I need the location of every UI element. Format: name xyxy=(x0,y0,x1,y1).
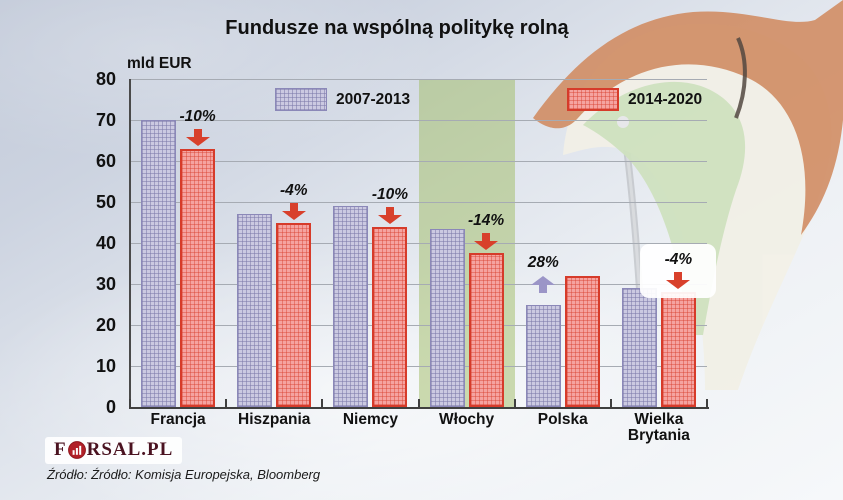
arrow-down-icon-wielka-brytania xyxy=(666,272,691,290)
x-axis-line xyxy=(129,407,709,409)
bar-2007-2013-w-ochy xyxy=(429,228,465,407)
x-axis-tick-3 xyxy=(417,399,420,407)
forsal-logo-o-icon xyxy=(67,441,86,459)
forsal-logo: F RSAL.PL xyxy=(45,437,183,464)
category-label-hiszpania: Hiszpania xyxy=(238,411,311,428)
arrow-down-icon-niemcy xyxy=(377,206,402,224)
legend-item-2007-2013: 2007-2013 xyxy=(275,88,410,111)
change-label-polska: 28% xyxy=(527,253,559,271)
gridline-40 xyxy=(130,243,707,244)
legend-label-2007-2013: 2007-2013 xyxy=(336,90,411,108)
gridline-10 xyxy=(130,366,707,367)
gridline-60 xyxy=(130,161,707,162)
y-axis-tick-labels: 0 10 20 30 40 50 60 70 80 xyxy=(56,69,116,417)
bar-2014-2020-francja xyxy=(180,148,216,407)
legend-label-2014-2020: 2014-2020 xyxy=(628,90,703,108)
bar-2007-2013-hiszpania xyxy=(237,214,273,407)
category-label-polska: Polska xyxy=(537,411,588,428)
category-label-francja: Francja xyxy=(150,411,206,428)
arrow-down-icon-francja xyxy=(185,128,210,146)
x-axis-tick-6 xyxy=(706,399,708,407)
change-label-hiszpania: -4% xyxy=(279,181,308,199)
bar-2007-2013-polska xyxy=(525,304,561,407)
chart-title: Fundusze na wspólną politykę rolną xyxy=(225,17,569,39)
legend-item-2014-2020: 2014-2020 xyxy=(567,88,702,111)
y-tick-label-40: 40 xyxy=(95,233,116,253)
gridline-30 xyxy=(130,284,707,285)
gridline-20 xyxy=(130,325,707,326)
y-tick-label-0: 0 xyxy=(105,397,116,417)
y-tick-label-60: 60 xyxy=(95,151,116,171)
logo-text-end: RSAL.PL xyxy=(86,439,174,460)
gridline-50 xyxy=(130,202,707,203)
logo-text-start: F xyxy=(54,439,67,460)
change-label-francja: -10% xyxy=(179,107,216,125)
bar-2007-2013-francja xyxy=(141,120,177,407)
y-tick-label-10: 10 xyxy=(95,356,116,376)
gridline-70 xyxy=(130,120,707,121)
y-tick-label-80: 80 xyxy=(95,69,116,89)
y-tick-label-20: 20 xyxy=(95,315,116,335)
arrow-down-icon-w-ochy xyxy=(474,233,499,251)
bar-2014-2020-wielka-brytania xyxy=(660,292,696,407)
category-label-wielka-brytania: Wielka Brytania xyxy=(627,411,690,444)
arrow-down-icon-hiszpania xyxy=(281,202,306,220)
arrow-up-icon-polska xyxy=(531,275,556,293)
y-axis-unit-label: mld EUR xyxy=(127,55,192,72)
y-tick-label-70: 70 xyxy=(95,110,116,130)
y-tick-label-50: 50 xyxy=(95,192,116,212)
plot-area: -10% -4% -10% -14% 28% -4% xyxy=(129,79,717,409)
change-label-niemcy: -10% xyxy=(371,185,408,203)
bar-2014-2020-hiszpania xyxy=(276,222,312,407)
callout-background-wielka-brytania xyxy=(640,244,717,299)
change-label-w-ochy: -14% xyxy=(467,212,505,230)
y-axis-line xyxy=(129,79,131,407)
bar-2007-2013-wielka-brytania xyxy=(621,288,657,407)
x-axis-tick-5 xyxy=(609,399,612,407)
category-label-w-ochy: Włochy xyxy=(439,411,495,428)
x-axis-tick-0 xyxy=(129,399,131,407)
bar-2014-2020-polska xyxy=(564,275,600,407)
gridline-80 xyxy=(130,79,707,80)
source-caption: Źródło: Źródło: Komisja Europejska, Bloo… xyxy=(47,467,321,482)
x-axis-tick-1 xyxy=(225,399,228,407)
bar-2007-2013-niemcy xyxy=(333,206,369,407)
y-tick-label-30: 30 xyxy=(95,274,116,294)
x-axis-tick-2 xyxy=(321,399,324,407)
category-label-niemcy: Niemcy xyxy=(342,411,398,428)
bar-2014-2020-niemcy xyxy=(372,226,408,407)
change-label-wielka-brytania: -4% xyxy=(664,251,693,269)
legend-swatch-2014-2020 xyxy=(567,88,619,111)
x-axis-tick-4 xyxy=(513,399,516,407)
bar-2014-2020-w-ochy xyxy=(468,253,504,407)
legend-swatch-2007-2013 xyxy=(275,88,327,111)
